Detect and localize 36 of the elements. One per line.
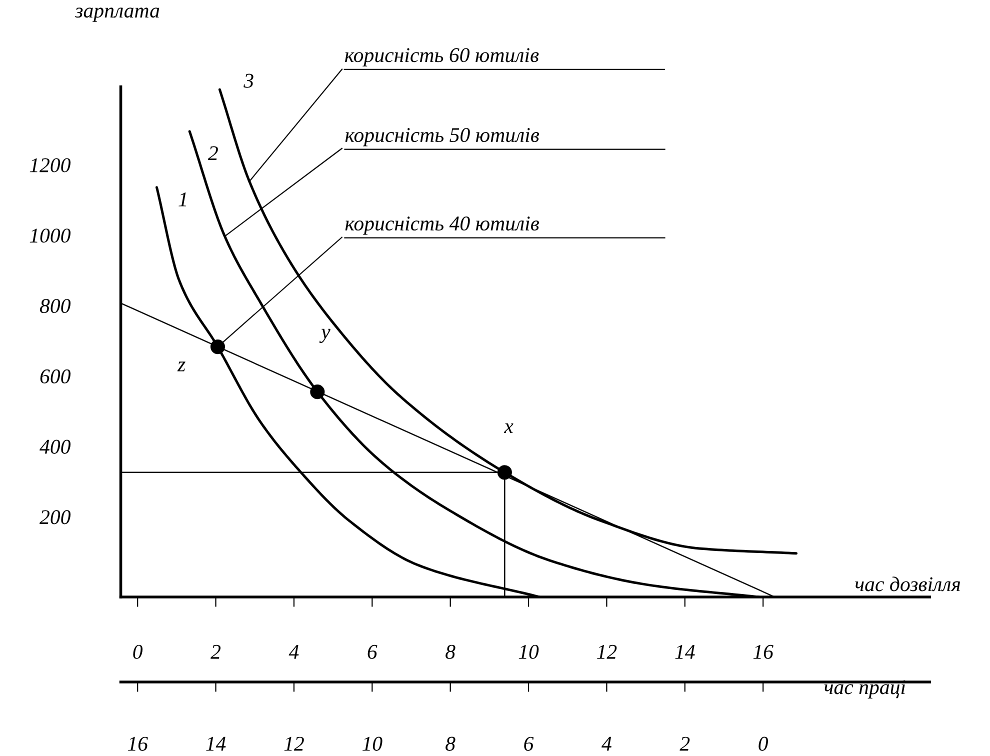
x2-tick-label: 10 — [362, 736, 382, 751]
y-tick-label: 1200 — [30, 158, 71, 172]
annotation: 3 — [244, 74, 254, 88]
x2-tick-label: 14 — [206, 736, 226, 751]
x-tick-label: 4 — [288, 644, 299, 659]
x2-axis-title: час праці — [824, 680, 906, 698]
annotation: 1 — [178, 192, 186, 206]
x2-tick-label: 4 — [602, 736, 612, 751]
x-tick-label: 10 — [518, 644, 539, 659]
y-tick-label: 600 — [40, 369, 71, 384]
x-tick-label: 8 — [446, 644, 456, 659]
annotation: 2 — [208, 146, 218, 160]
y-tick-label: 800 — [40, 298, 71, 314]
annotation: корисність 40 ютилів — [345, 216, 540, 235]
x-axis-title: час дозвілля — [855, 576, 960, 592]
x-tick-label: 2 — [210, 644, 221, 659]
x2-tick-label: 12 — [284, 736, 304, 751]
annotation: корисність 60 ютилів — [344, 48, 539, 66]
x-tick-label: 6 — [368, 644, 378, 659]
x2-tick-label: 8 — [446, 736, 456, 751]
x-tick-label: 16 — [753, 644, 774, 659]
annotation: z — [177, 362, 186, 372]
annotation: x — [504, 423, 514, 433]
x2-tick-label: 0 — [758, 736, 768, 751]
x-tick-label: 0 — [133, 644, 143, 659]
x-tick-label: 12 — [597, 644, 617, 659]
y-tick-label: 400 — [40, 440, 71, 454]
y-tick-label: 200 — [40, 510, 71, 524]
y-axis-title: зарплата — [74, 8, 160, 22]
x2-tick-label: 6 — [524, 736, 534, 751]
annotation: y — [319, 328, 330, 343]
x2-tick-label: 16 — [128, 736, 148, 751]
y-tick-label: 1000 — [30, 228, 71, 243]
annotation: корисність 50 ютилів — [345, 128, 540, 146]
x2-tick-label: 2 — [680, 736, 690, 751]
x-tick-label: 14 — [675, 644, 695, 659]
